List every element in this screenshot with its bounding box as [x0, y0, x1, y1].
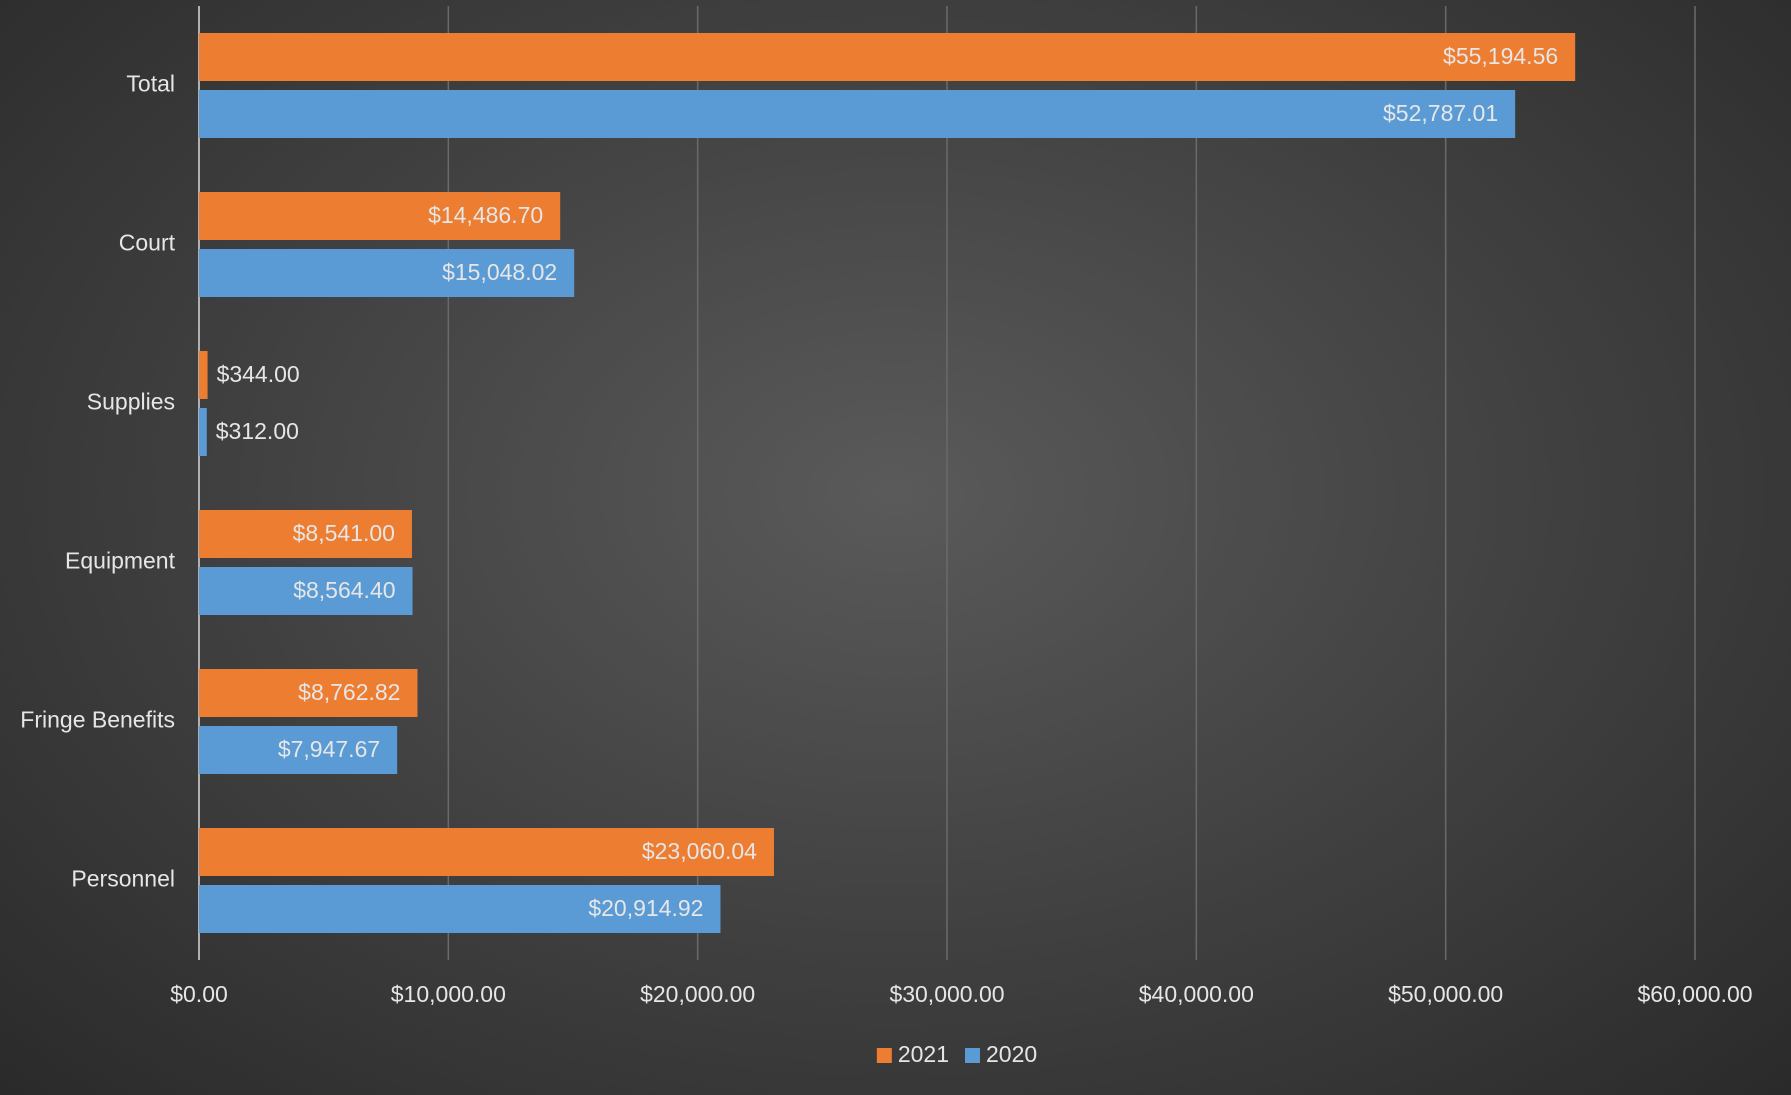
data-label: $20,914.92 — [588, 895, 703, 921]
bar — [199, 510, 412, 558]
legend-swatch — [876, 1048, 892, 1063]
x-tick-label: $60,000.00 — [1637, 981, 1752, 1007]
bar — [199, 828, 774, 876]
bar — [199, 192, 561, 240]
legend-swatch — [965, 1048, 980, 1063]
y-tick-label: Total — [126, 71, 175, 97]
data-label: $8,541.00 — [293, 520, 395, 546]
y-tick-label: Supplies — [87, 389, 175, 415]
y-tick-label: Personnel — [71, 866, 175, 892]
bar — [199, 726, 398, 774]
data-label: $344.00 — [217, 361, 300, 387]
y-tick-label: Court — [119, 230, 176, 256]
data-label: $7,947.67 — [278, 736, 380, 762]
x-tick-label: $10,000.00 — [391, 981, 506, 1007]
bar — [199, 351, 208, 399]
legend-label: 2021 — [898, 1041, 949, 1067]
data-label: $14,486.70 — [428, 202, 543, 228]
bar — [199, 249, 575, 297]
y-tick-label: Equipment — [65, 548, 176, 574]
data-label: $15,048.02 — [442, 259, 557, 285]
legend-label: 2020 — [986, 1041, 1037, 1067]
bar — [199, 408, 207, 456]
data-label: $8,564.40 — [293, 577, 395, 603]
y-tick-label: Fringe Benefits — [20, 707, 175, 733]
bar — [199, 33, 1576, 81]
x-tick-label: $40,000.00 — [1139, 981, 1254, 1007]
bar — [199, 567, 413, 615]
bar — [199, 669, 418, 717]
x-tick-label: $30,000.00 — [889, 981, 1004, 1007]
bar — [199, 90, 1516, 138]
data-label: $23,060.04 — [642, 838, 757, 864]
data-label: $55,194.56 — [1443, 43, 1558, 69]
x-tick-label: $50,000.00 — [1388, 981, 1503, 1007]
data-label: $8,762.82 — [298, 679, 400, 705]
data-label: $312.00 — [216, 418, 299, 444]
bar — [199, 885, 721, 933]
x-tick-label: $0.00 — [170, 981, 228, 1007]
x-tick-label: $20,000.00 — [640, 981, 755, 1007]
data-label: $52,787.01 — [1383, 100, 1498, 126]
